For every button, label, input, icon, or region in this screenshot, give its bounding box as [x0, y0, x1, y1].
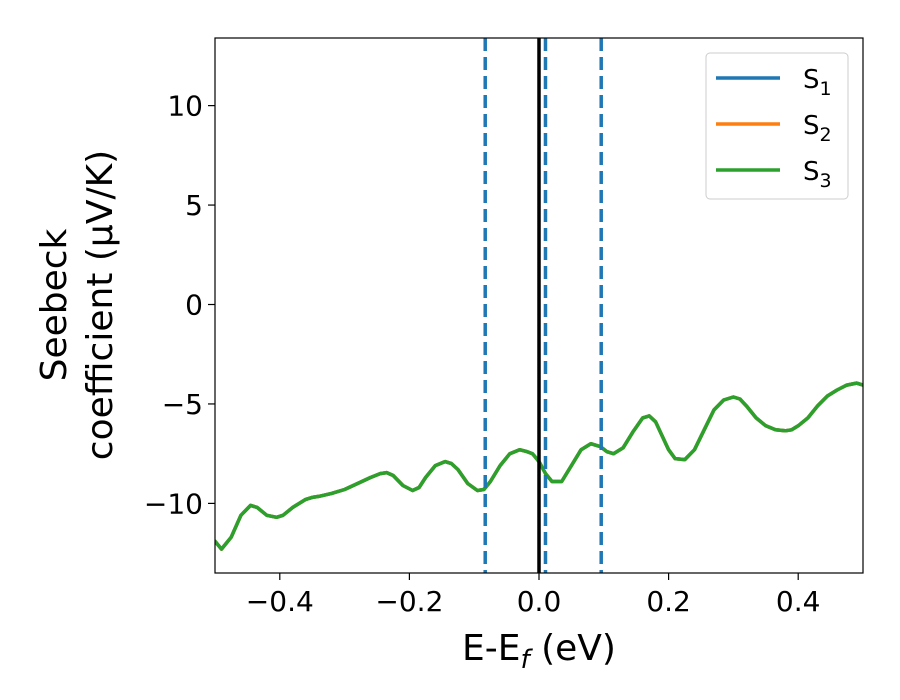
x-axis-label: E-Ef (eV) [462, 628, 616, 675]
y-tick-label: −10 [144, 487, 203, 520]
x-tick-label: 0.2 [646, 585, 691, 618]
x-axis-ticks: −0.4 −0.2 0.0 0.2 0.4 [246, 573, 821, 618]
y-tick-label: 10 [167, 90, 203, 123]
legend-label-s1: S1 [803, 65, 832, 100]
x-tick-label: −0.4 [246, 585, 314, 618]
legend-label-s2: S2 [803, 111, 832, 146]
y-tick-label: 5 [185, 189, 203, 222]
legend-box [705, 52, 849, 200]
y-axis-label-line1: Seebeck [34, 228, 75, 381]
y-tick-label: 0 [185, 289, 203, 322]
y-axis-label-line2: coefficient (μV/K) [80, 150, 121, 460]
x-tick-label: −0.2 [375, 585, 443, 618]
legend: S1 S2 S3 [705, 52, 849, 200]
legend-label-s3: S3 [803, 157, 832, 192]
y-axis-ticks: 10 5 0 −5 −10 [144, 90, 215, 520]
series-line-s3 [215, 381, 863, 551]
x-tick-label: 0.4 [776, 585, 821, 618]
plot-lines [215, 38, 863, 573]
x-tick-label: 0.0 [517, 585, 562, 618]
y-tick-label: −5 [162, 388, 203, 421]
